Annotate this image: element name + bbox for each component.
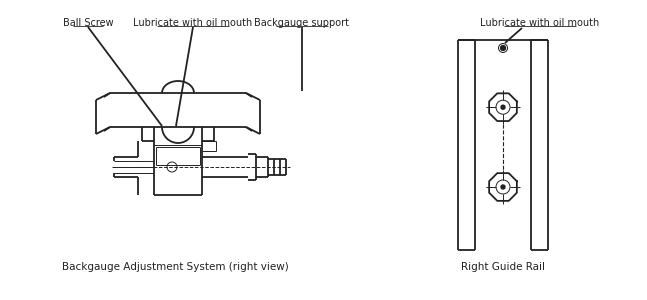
- Text: Lubricate with oil mouth: Lubricate with oil mouth: [133, 18, 252, 28]
- Text: Backgauge Adjustment System (right view): Backgauge Adjustment System (right view): [61, 262, 289, 272]
- Circle shape: [501, 46, 505, 50]
- Text: Ball Screw: Ball Screw: [63, 18, 113, 28]
- Circle shape: [501, 185, 505, 189]
- Circle shape: [501, 105, 505, 109]
- Text: Right Guide Rail: Right Guide Rail: [461, 262, 545, 272]
- Text: Backgauge support: Backgauge support: [254, 18, 349, 28]
- Text: Lubricate with oil mouth: Lubricate with oil mouth: [480, 18, 600, 28]
